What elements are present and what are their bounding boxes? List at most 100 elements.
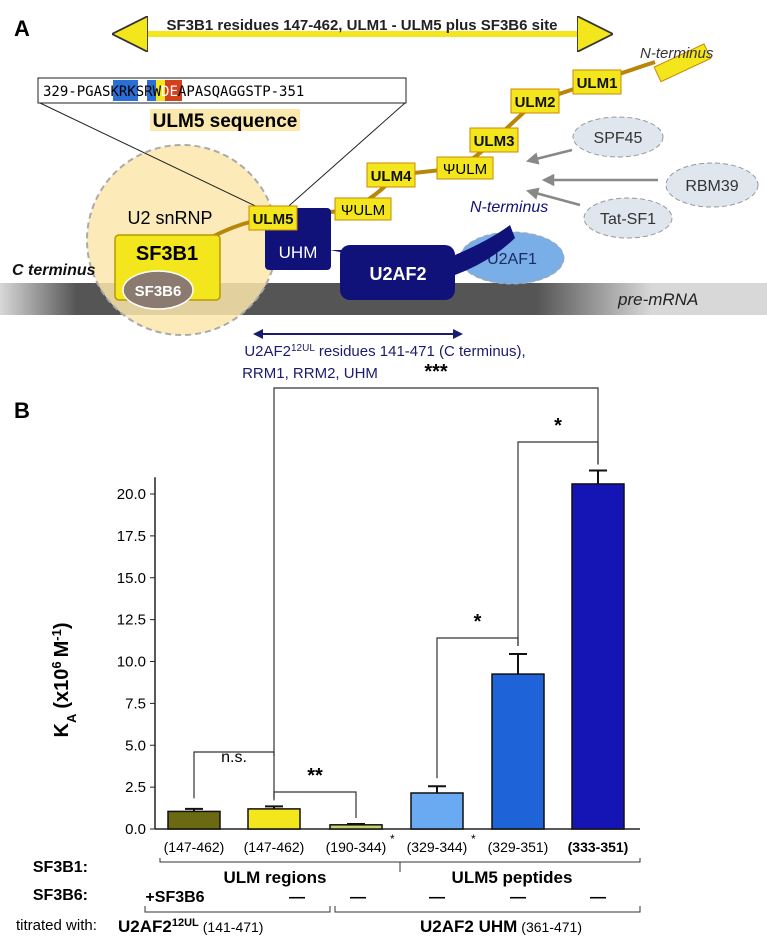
titrant-range: (141-471)	[203, 919, 264, 935]
callout	[39, 102, 269, 213]
u2af1-label: U2AF1	[487, 251, 537, 268]
group-bracket	[159, 858, 641, 863]
sf3b6-cell: —	[289, 889, 305, 906]
ulm	[572, 69, 622, 95]
arrow-label: U2AF212UL residues 141-471 (C terminus),	[244, 343, 525, 361]
u2af2	[340, 245, 455, 300]
x-tick-label: (190-344)	[326, 839, 387, 855]
sf3b6-cell: —	[510, 889, 526, 906]
sf3b6-cell: —	[350, 889, 366, 906]
bar	[247, 808, 301, 830]
titrant-name: U2AF2	[118, 917, 172, 936]
error-bar	[589, 469, 607, 484]
rna-label: pre-mRNA	[617, 290, 698, 309]
arrow	[525, 187, 581, 207]
sequence-box	[37, 77, 407, 104]
ulm	[469, 127, 519, 153]
psi-ulm	[334, 197, 392, 221]
titrant-bracket	[334, 906, 641, 913]
factor	[583, 197, 673, 239]
factor-label: RBM39	[685, 178, 738, 195]
category-mark: *	[390, 832, 395, 846]
seq-highlight	[156, 80, 165, 101]
sf3b6-cell: +SF3B6	[145, 889, 204, 906]
arrow	[525, 148, 573, 165]
y-tick-label: 0.0	[125, 821, 146, 838]
error-bar	[265, 805, 283, 809]
x-tick-label: (333-351)	[568, 839, 629, 855]
n-terminus: N-terminus	[640, 45, 714, 62]
bar	[491, 673, 545, 830]
bar	[329, 824, 383, 830]
y-tick-label: 17.5	[117, 528, 146, 545]
significance-label: **	[307, 765, 323, 787]
y-tick-label: 15.0	[117, 570, 146, 587]
y-tick-label: 12.5	[117, 612, 146, 629]
significance-label: *	[474, 611, 482, 633]
panel-label: B	[14, 398, 30, 423]
bar	[167, 810, 221, 830]
significance-bracket	[273, 387, 599, 757]
n-terminus: N-terminus	[470, 199, 548, 216]
seq-highlight	[113, 80, 138, 101]
group-label: ULM regions	[224, 868, 327, 887]
titrant: U2AF212UL (141-471)	[118, 917, 263, 936]
x-tick-label: (329-344)	[407, 839, 468, 855]
y-tick-label: 5.0	[125, 737, 146, 754]
titrant-range: (361-471)	[521, 919, 582, 935]
c-terminus: C terminus	[12, 262, 96, 279]
u2af2-label: U2AF2	[369, 264, 426, 284]
ulm-boxes: ULM1 ULM2 ULM3 ULM4 ULM5 ΨULM ΨULM	[248, 69, 622, 231]
snrnp-label: U2 snRNP	[127, 208, 212, 228]
uhm-label: UHM	[279, 243, 318, 262]
psi-ulm-label: ΨULM	[443, 161, 487, 178]
psi-ulm-label: ΨULM	[341, 202, 385, 219]
y-tick-label: 10.0	[117, 654, 146, 671]
titrant-name: U2AF2 UHM	[420, 917, 517, 936]
factor	[572, 116, 664, 158]
y-tick-label: 20.0	[117, 486, 146, 503]
significance-label: *	[554, 415, 562, 437]
significance-bracket	[193, 751, 275, 799]
sf3b6	[122, 270, 194, 310]
error-bar	[185, 807, 203, 812]
seq-highlight	[147, 80, 156, 101]
sf3b6-label: SF3B6	[135, 283, 182, 300]
group-label: ULM5 peptides	[452, 868, 573, 887]
arrow-label: RRM1, RRM2, UHM	[242, 365, 378, 382]
x-tick-label: (147-462)	[244, 839, 305, 855]
ulm-label: ULM2	[515, 94, 556, 111]
factor-label: SPF45	[594, 130, 643, 147]
arrow-label: SF3B1 residues 147-462, ULM1 - ULM5 plus…	[167, 17, 558, 34]
row-label: titrated with:	[16, 917, 97, 934]
n-terminus-box	[653, 43, 712, 83]
row-label: SF3B6:	[33, 887, 88, 904]
sf3b1-label: SF3B1	[136, 243, 198, 265]
y-axis-title: KA(x106M-1)	[49, 622, 79, 737]
error-bar	[428, 785, 446, 793]
sequence-title: ULM5 sequence	[153, 111, 298, 132]
seq-title-bg	[150, 109, 300, 131]
seq-highlight	[165, 80, 182, 101]
callout	[281, 102, 406, 213]
x-tick-label: (147-462)	[164, 839, 225, 855]
bar	[571, 483, 625, 830]
ulm-label: ULM1	[577, 75, 618, 92]
category-mark: *	[471, 832, 476, 846]
sf3b6-cell: —	[429, 889, 445, 906]
row-label: SF3B1:	[33, 859, 88, 876]
titrant-bracket	[144, 906, 331, 913]
ulm	[248, 205, 298, 231]
ulm-label: ULM3	[474, 133, 515, 150]
sequence: 329-PGASKRKSRWDEAPASQAGGSTP-351	[43, 84, 304, 100]
significance-label: n.s.	[221, 749, 247, 766]
ulm-label: ULM5	[253, 211, 294, 228]
error-bar	[347, 822, 365, 825]
panel-label: A	[14, 16, 30, 41]
y-tick-label: 2.5	[125, 779, 146, 796]
significance-bracket	[273, 791, 357, 818]
bar-chart: 0.0 2.5 5.0 7.5 10.0 12.5 15.0 17.5 20.0 (147-462…	[16, 361, 641, 936]
bar	[410, 792, 464, 830]
factor	[665, 162, 759, 208]
